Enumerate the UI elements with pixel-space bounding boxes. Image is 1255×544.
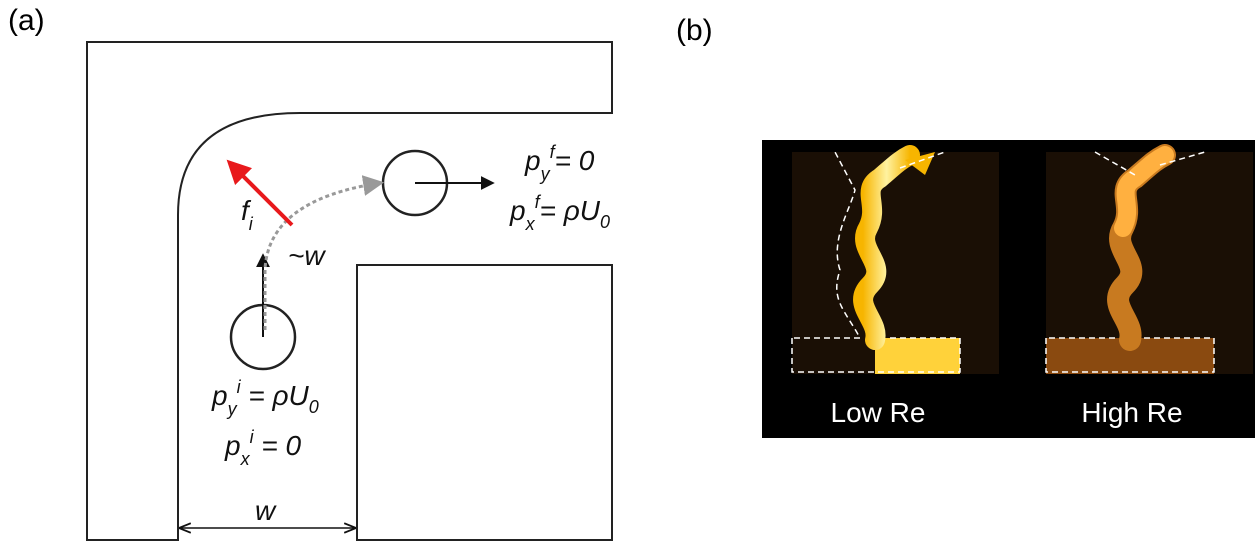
text-part: x xyxy=(525,214,536,234)
text-part: 0 xyxy=(600,212,610,232)
text-part: = ρU xyxy=(241,380,310,411)
final-px: pxf= ρU0 xyxy=(509,192,610,234)
distance-label: ~w xyxy=(288,240,326,271)
text-part: x xyxy=(240,449,251,469)
channel-wall xyxy=(87,42,612,540)
text-part: 0 xyxy=(309,397,319,417)
width-label: w xyxy=(255,495,277,526)
text-part: y xyxy=(539,164,551,184)
text-part: p xyxy=(224,430,241,461)
force-arrow xyxy=(230,163,292,225)
image-caption: Low Re xyxy=(831,397,926,428)
initial-px: pxi = 0 xyxy=(224,427,301,469)
initial-py: pyi = ρU0 xyxy=(211,377,319,419)
image-low-re xyxy=(792,152,999,374)
panel-label: (a) xyxy=(8,4,45,37)
panel-label: (b) xyxy=(676,14,713,47)
image-caption: High Re xyxy=(1081,397,1182,428)
text-part: = 0 xyxy=(254,430,302,461)
text-part: y xyxy=(226,399,238,419)
figure: (a) (b) fi ~w w pyf= 0 pxf= ρU0 pyi = ρU… xyxy=(0,0,1255,544)
text-part: p xyxy=(524,145,541,176)
text-part: p xyxy=(211,380,228,411)
force-label: fi xyxy=(241,195,254,234)
text-part: i xyxy=(249,214,254,234)
final-py: pyf= 0 xyxy=(524,142,595,184)
text-part: p xyxy=(509,195,526,226)
text-part: = ρU xyxy=(540,195,601,226)
text-part: = 0 xyxy=(555,145,595,176)
image-high-re xyxy=(1046,152,1253,374)
channel-block xyxy=(357,265,612,540)
